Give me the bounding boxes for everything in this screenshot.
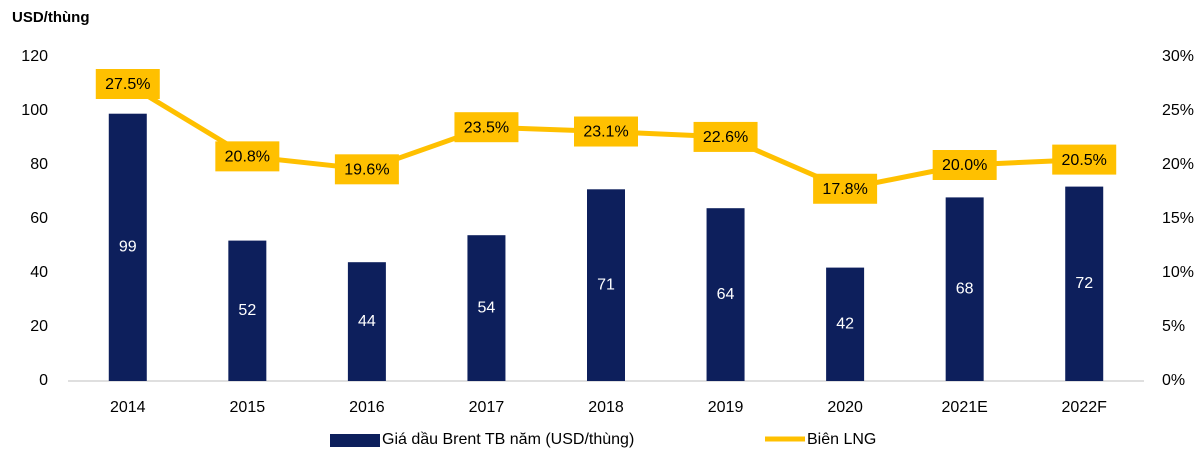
x-tick-label: 2018 — [588, 399, 624, 416]
y2-tick-label: 25% — [1162, 102, 1194, 119]
line-value-label: 20.5% — [1062, 152, 1107, 169]
bar-value-label: 54 — [478, 299, 496, 316]
x-tick-label: 2016 — [349, 399, 385, 416]
value-label-box — [454, 112, 519, 143]
bar-value-label: 44 — [358, 313, 376, 330]
y2-tick-label: 5% — [1162, 318, 1185, 335]
value-label-box — [574, 116, 638, 147]
bar — [108, 113, 147, 381]
x-tick-label: 2015 — [230, 399, 266, 416]
bar-value-label: 99 — [119, 239, 137, 256]
bar — [467, 235, 506, 381]
x-tick-label: 2014 — [110, 399, 146, 416]
bar-value-label: 68 — [956, 280, 974, 297]
bar — [1065, 186, 1104, 381]
y2-tick-label: 20% — [1162, 156, 1194, 173]
y-tick-label: 20 — [30, 318, 48, 335]
bar-value-label: 52 — [238, 302, 256, 319]
bar-value-label: 71 — [597, 276, 615, 293]
line-value-label: 17.8% — [822, 181, 867, 198]
legend-swatch — [330, 434, 380, 447]
y-tick-label: 0 — [39, 372, 48, 389]
value-label-box — [215, 141, 280, 172]
y-tick-label: 120 — [21, 48, 48, 65]
bar-value-label: 72 — [1075, 275, 1093, 292]
value-label-box — [1052, 144, 1117, 175]
x-tick-label: 2021E — [942, 399, 988, 416]
value-label-box — [813, 173, 878, 204]
line-value-label: 20.8% — [225, 149, 270, 166]
line-value-label: 19.6% — [344, 162, 389, 179]
x-tick-label: 2020 — [827, 399, 863, 416]
line-value-label: 22.6% — [703, 129, 748, 146]
x-tick-label: 2022F — [1062, 399, 1108, 416]
x-tick-label: 2017 — [469, 399, 505, 416]
bar — [945, 197, 984, 381]
y2-tick-label: 0% — [1162, 372, 1185, 389]
bar — [587, 189, 625, 381]
y-tick-label: 60 — [30, 210, 48, 227]
bar — [706, 208, 745, 381]
bar — [347, 262, 386, 381]
value-label-box — [693, 121, 758, 152]
y-axis-title: USD/thùng — [12, 9, 89, 26]
bar-value-label: 64 — [717, 286, 735, 303]
y2-tick-label: 10% — [1162, 264, 1194, 281]
bar-value-label: 42 — [836, 316, 854, 333]
line-value-label: 23.5% — [464, 119, 509, 136]
value-label-box — [95, 69, 160, 99]
legend-label: Biên LNG — [807, 431, 876, 448]
line-value-label: 23.1% — [583, 124, 628, 141]
y2-tick-label: 15% — [1162, 210, 1194, 227]
legend-label: Giá dầu Brent TB năm (USD/thùng) — [382, 431, 634, 448]
line-value-label: 20.0% — [942, 157, 987, 174]
bar — [228, 240, 267, 381]
x-tick-label: 2019 — [708, 399, 744, 416]
y2-tick-label: 30% — [1162, 48, 1194, 65]
y-tick-label: 100 — [21, 102, 48, 119]
bar — [826, 267, 865, 381]
y-tick-label: 40 — [30, 264, 48, 281]
value-label-box — [334, 154, 399, 185]
value-label-box — [932, 150, 997, 180]
line-value-label: 27.5% — [105, 76, 150, 93]
y-tick-label: 80 — [30, 156, 48, 173]
